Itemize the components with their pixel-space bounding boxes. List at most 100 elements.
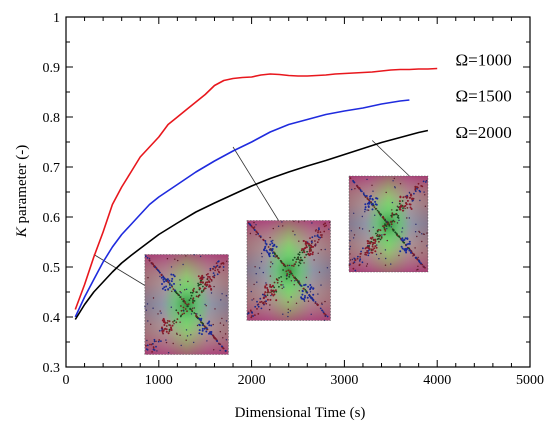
inset-particle	[392, 228, 394, 231]
inset-particle	[163, 319, 166, 322]
inset-particle	[292, 230, 294, 232]
inset-particle	[198, 323, 201, 326]
inset-particle	[285, 270, 288, 273]
inset-particle	[371, 184, 373, 186]
inset-particle	[287, 308, 289, 310]
inset-particle	[352, 267, 355, 270]
y-tick-label: 0.5	[43, 261, 61, 276]
inset-particle	[311, 251, 314, 254]
inset-particle	[165, 330, 168, 333]
inset-particle	[376, 234, 378, 237]
inset-particle	[278, 285, 280, 288]
inset-particle	[367, 206, 370, 208]
inset-particle	[168, 328, 171, 331]
inset-particle	[152, 347, 155, 349]
inset-particle	[304, 283, 307, 286]
inset-particle	[203, 327, 206, 330]
inset-particle	[360, 252, 362, 255]
inset-particle	[197, 282, 200, 285]
inset-particle	[273, 286, 276, 289]
inset-particle	[359, 258, 362, 261]
inset-particle	[388, 224, 391, 227]
inset-particle	[171, 285, 174, 288]
inset-particle	[349, 177, 352, 180]
inset-particle	[303, 296, 306, 299]
inset-particle	[212, 272, 215, 274]
inset-particle	[405, 251, 408, 254]
inset-particle	[179, 296, 182, 299]
inset-particle	[353, 181, 356, 184]
inset-particle	[379, 238, 382, 241]
inset-particle	[295, 261, 297, 263]
inset-particle	[320, 249, 322, 251]
inset-particle	[367, 246, 370, 249]
inset-particle	[146, 303, 149, 305]
inset-particle	[201, 324, 204, 327]
inset-particle	[159, 271, 161, 274]
inset-particle	[275, 254, 278, 257]
inset-particle	[265, 249, 268, 252]
inset-particle	[310, 244, 313, 247]
inset-particle	[272, 239, 274, 242]
inset-particle	[352, 179, 354, 182]
inset-particle	[218, 271, 221, 274]
inset-particle	[272, 255, 275, 257]
inset-particle	[307, 242, 310, 245]
inset-particle	[292, 276, 295, 278]
inset-particle	[396, 234, 399, 237]
inset-particle	[410, 194, 413, 197]
inset-particle	[416, 258, 418, 260]
inset-particle	[209, 278, 212, 280]
inset-particle	[163, 286, 166, 289]
inset-particle	[317, 236, 320, 238]
inset-particle	[176, 318, 179, 320]
inset-particle	[393, 177, 395, 180]
inset-1-image	[144, 254, 229, 355]
inset-particle	[164, 321, 167, 324]
inset-particle	[383, 228, 386, 231]
inset-particle	[201, 281, 204, 284]
x-tick-label: 3000	[330, 373, 358, 388]
inset-particle	[426, 232, 428, 234]
inset-particle	[219, 331, 221, 333]
inset-particle	[371, 243, 374, 246]
inset-particle	[225, 320, 228, 322]
inset-particle	[293, 220, 295, 222]
inset-particle	[197, 294, 200, 297]
inset-particle	[219, 349, 221, 352]
inset-particle	[404, 207, 406, 210]
inset-particle	[371, 245, 374, 248]
inset-particle	[414, 190, 417, 193]
inset-particle	[179, 284, 182, 286]
inset-particle	[273, 281, 276, 284]
inset-particle	[422, 265, 425, 268]
inset-particle	[210, 324, 213, 327]
inset-particle	[256, 308, 258, 310]
inset-particle	[298, 221, 300, 223]
series-labels: Ω=1000 Ω=1500 Ω=2000	[455, 51, 511, 143]
inset-particle	[401, 247, 404, 250]
inset-particle	[221, 345, 224, 348]
inset-particle	[168, 282, 171, 285]
inset-particle	[254, 266, 256, 268]
inset-particle	[406, 237, 409, 240]
inset-particle	[304, 240, 307, 243]
insets-group	[144, 175, 429, 355]
inset-particle	[262, 301, 265, 304]
inset-particle	[316, 241, 319, 244]
inset-particle	[216, 340, 218, 342]
inset-particle	[317, 231, 319, 234]
inset-particle	[165, 285, 168, 288]
inset-particle	[318, 227, 320, 230]
inset-particle	[408, 240, 411, 243]
inset-particle	[303, 256, 306, 259]
inset-particle	[366, 263, 369, 265]
inset-particle	[298, 290, 300, 292]
inset-particle	[368, 201, 371, 204]
inset-particle	[349, 248, 351, 250]
inset-particle	[257, 313, 260, 315]
inset-particle	[371, 202, 374, 205]
inset-particle	[423, 233, 425, 235]
inset-particle	[171, 290, 173, 292]
inset-particle	[369, 195, 372, 198]
